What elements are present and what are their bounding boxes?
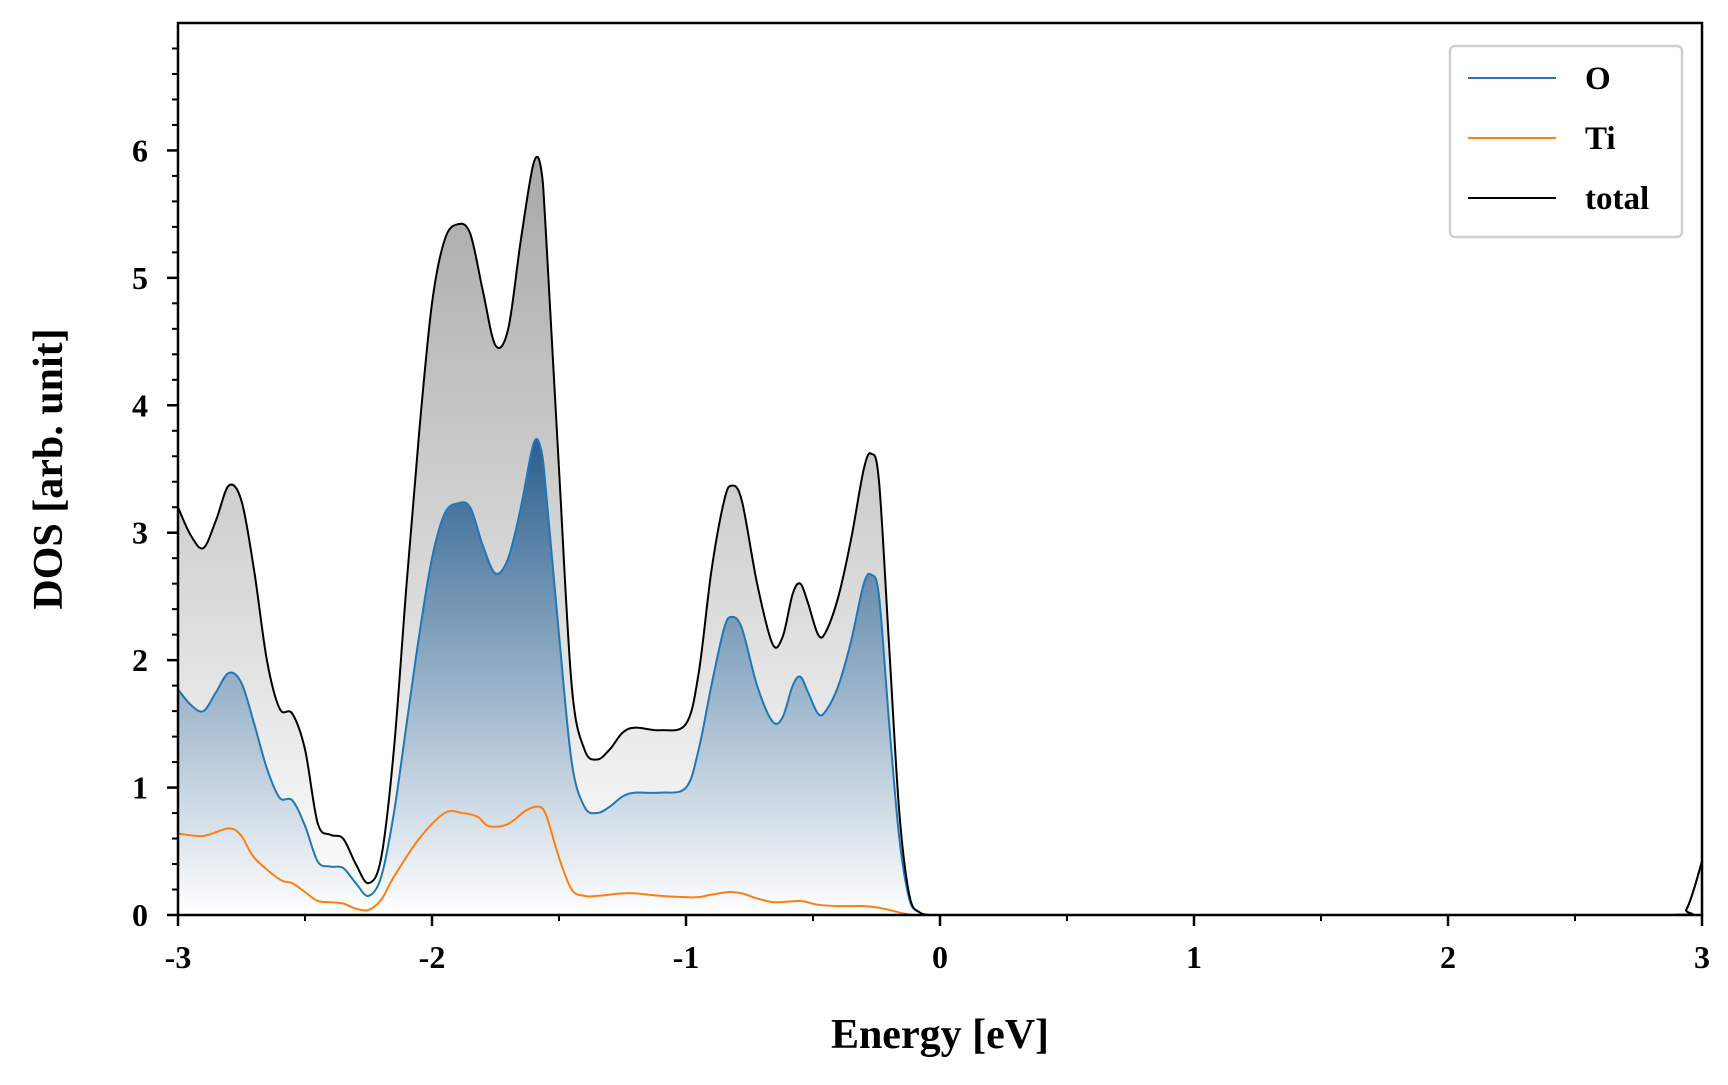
y-tick-label: 5 [132, 260, 148, 296]
legend-box [1448, 44, 1684, 239]
series-line-o [178, 438, 1702, 915]
y-tick-label: 3 [132, 515, 148, 551]
y-tick-label: 2 [132, 642, 148, 678]
y-axis: 0 1 2 3 4 5 6 [132, 47, 178, 933]
x-tick-label: 0 [932, 939, 948, 975]
y-tick-label: 4 [132, 387, 148, 423]
x-tick-label: 2 [1440, 939, 1456, 975]
legend-label-o: O [1585, 61, 1611, 97]
x-tick-label: -3 [165, 939, 192, 975]
y-tick-label: 0 [132, 897, 148, 933]
y-tick-label: 1 [132, 770, 148, 806]
x-tick-label: 1 [1186, 939, 1202, 975]
x-axis: -3 -2 -1 0 1 2 3 [165, 915, 1710, 975]
legend-label-total: total [1585, 181, 1649, 217]
y-tick-label: 6 [132, 132, 148, 168]
legend: O Ti total [1448, 44, 1684, 239]
x-tick-label: -2 [419, 939, 446, 975]
y-axis-title: DOS [arb. unit] [26, 328, 72, 609]
area-fill-o [178, 439, 1702, 915]
legend-label-ti: Ti [1585, 121, 1616, 157]
x-tick-label: -1 [673, 939, 700, 975]
x-tick-label: 3 [1694, 939, 1710, 975]
x-axis-title: Energy [eV] [831, 1012, 1049, 1058]
series-line-total [178, 155, 1702, 915]
area-fills [178, 156, 1702, 915]
